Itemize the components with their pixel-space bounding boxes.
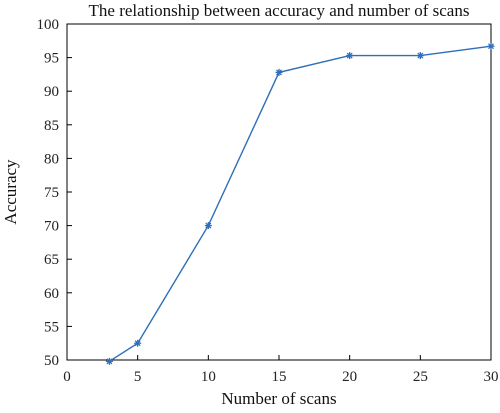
x-axis-label: Number of scans xyxy=(221,389,336,408)
y-tick-label: 95 xyxy=(44,51,59,67)
y-axis-ticks: 50 55 60 65 70 75 80 85 90 95 100 xyxy=(37,17,72,369)
data-point-marker xyxy=(204,222,212,230)
data-point-marker xyxy=(134,339,142,347)
y-tick-label: 80 xyxy=(44,151,59,167)
y-tick-label: 65 xyxy=(44,252,59,268)
series-line xyxy=(109,45,492,362)
data-point-marker xyxy=(275,68,283,76)
y-tick-label: 50 xyxy=(44,353,59,369)
x-tick-label: 15 xyxy=(272,369,287,385)
data-point-marker xyxy=(416,52,424,60)
y-tick-label: 100 xyxy=(37,17,60,33)
data-point-marker xyxy=(346,52,354,60)
y-tick-label: 70 xyxy=(44,219,59,235)
x-tick-label: 30 xyxy=(484,369,499,385)
x-tick-label: 20 xyxy=(342,369,357,385)
y-tick-label: 60 xyxy=(44,286,59,302)
x-tick-label: 10 xyxy=(201,369,216,385)
y-tick-label: 85 xyxy=(44,118,59,134)
data-point-marker xyxy=(105,357,113,365)
x-tick-label: 5 xyxy=(134,369,142,385)
y-tick-label: 75 xyxy=(44,185,59,201)
y-tick-label: 55 xyxy=(44,319,59,335)
x-tick-label: 0 xyxy=(63,369,71,385)
y-axis-label: Accuracy xyxy=(1,159,20,225)
data-point-marker xyxy=(487,42,495,50)
x-axis-ticks: 0 5 10 15 20 25 30 xyxy=(63,355,499,385)
chart-title: The relationship between accuracy and nu… xyxy=(89,1,470,20)
y-tick-label: 90 xyxy=(44,84,59,100)
series-markers xyxy=(105,42,495,365)
x-tick-label: 25 xyxy=(413,369,428,385)
